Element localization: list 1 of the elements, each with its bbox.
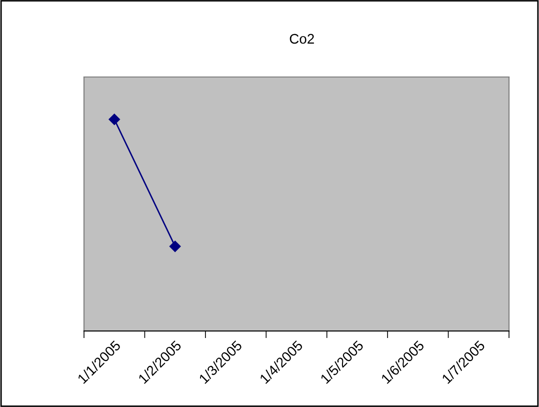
chart-title: Co2 <box>290 34 314 44</box>
